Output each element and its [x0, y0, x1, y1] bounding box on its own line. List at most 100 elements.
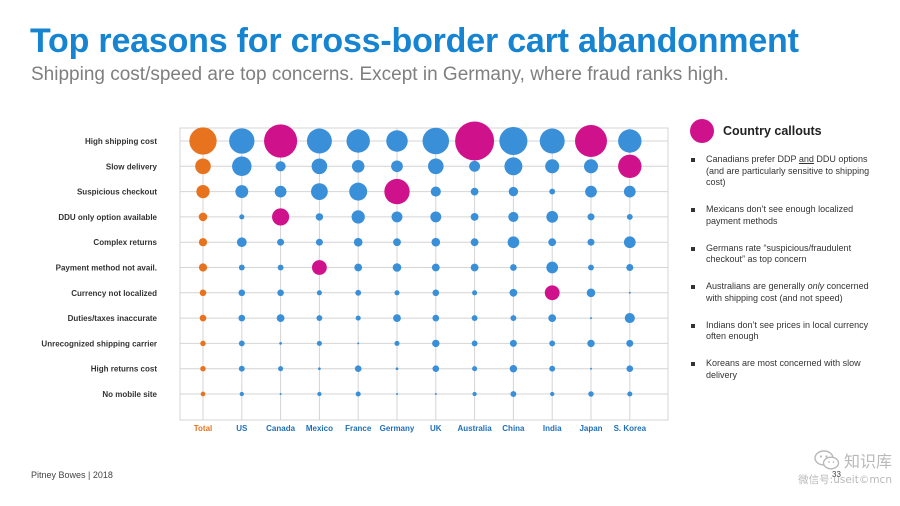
column-label-germany: Germany: [380, 424, 415, 433]
bubble-slow-delivery-uk: [428, 158, 444, 175]
bubble-no-mobile-site-china: [510, 391, 517, 397]
column-label-france: France: [345, 424, 372, 433]
row-label-unrecognized-shipping-carrier: Unrecognized shipping carrier: [41, 339, 157, 348]
bubble-suspicious-checkout-india: [549, 188, 556, 195]
bubble-payment-method-not-avail-china: [510, 264, 517, 271]
bubble-slow-delivery-france: [351, 160, 365, 173]
bubble-duties-taxes-inaccurate-australia: [471, 315, 478, 322]
bubble-suspicious-checkout-mexico: [311, 183, 328, 200]
bubble-high-returns-cost-mexico: [318, 367, 321, 371]
bubble-currency-not-localized-total: [199, 289, 207, 297]
bubble-unrecognized-shipping-carrier-mexico: [316, 340, 322, 346]
row-label-high-returns-cost: High returns cost: [91, 365, 158, 374]
column-label-total: Total: [194, 424, 213, 433]
bubble-high-shipping-cost-germany: [386, 130, 408, 152]
bubble-high-returns-cost-total: [200, 365, 206, 372]
column-label-australia: Australia: [457, 424, 492, 433]
bubble-high-returns-cost-canada: [278, 366, 284, 372]
bubble-slow-delivery-japan: [583, 159, 599, 174]
bubble-unrecognized-shipping-carrier-us: [238, 340, 245, 347]
column-label-us: US: [236, 424, 248, 433]
plot-area: [179, 127, 669, 421]
bubble-high-shipping-cost-s-korea: [618, 129, 642, 153]
bubble-ddu-only-option-available-china: [508, 211, 519, 222]
bubble-high-returns-cost-us: [238, 365, 245, 372]
row-label-payment-method-not-avail: Payment method not avail.: [56, 264, 157, 273]
bubble-suspicious-checkout-china: [508, 186, 519, 197]
bubble-high-returns-cost-s-korea: [626, 365, 634, 373]
bubble-high-shipping-cost-canada: [264, 124, 298, 158]
bubble-no-mobile-site-japan: [588, 391, 594, 397]
bubble-slow-delivery-australia: [469, 160, 481, 172]
bubble-high-returns-cost-france: [354, 365, 362, 373]
bubble-payment-method-not-avail-germany: [392, 263, 402, 272]
bubble-payment-method-not-avail-total: [198, 263, 208, 272]
callout-item-canada: Canadians prefer DDP and DDU options (an…: [690, 154, 880, 189]
row-label-slow-delivery: Slow delivery: [106, 162, 158, 171]
bubble-complex-returns-china: [507, 236, 520, 249]
bubble-high-returns-cost-germany: [395, 367, 399, 371]
bubble-slow-delivery-total: [195, 158, 211, 175]
bubble-high-shipping-cost-mexico: [306, 128, 332, 154]
bubble-no-mobile-site-uk: [434, 393, 437, 395]
bubble-slow-delivery-us: [232, 156, 252, 177]
bubble-suspicious-checkout-total: [196, 184, 210, 199]
bubble-duties-taxes-inaccurate-canada: [276, 314, 285, 322]
bubble-currency-not-localized-mexico: [316, 290, 322, 296]
bubble-unrecognized-shipping-carrier-s-korea: [626, 339, 634, 347]
bubble-suspicious-checkout-australia: [470, 187, 479, 196]
bubble-ddu-only-option-available-us: [239, 214, 245, 220]
bubble-high-shipping-cost-china: [499, 126, 528, 156]
country-callouts-panel: Country callouts Canadians prefer DDP an…: [690, 118, 880, 397]
page-title: Top reasons for cross-border cart abando…: [30, 22, 799, 60]
bubble-ddu-only-option-available-france: [351, 210, 365, 224]
bubble-slow-delivery-germany: [391, 160, 403, 173]
bubble-slow-delivery-india: [545, 159, 560, 174]
bubble-ddu-only-option-available-australia: [470, 213, 479, 221]
bubble-duties-taxes-inaccurate-total: [199, 314, 207, 322]
bubble-slow-delivery-mexico: [311, 158, 328, 175]
bubble-high-returns-cost-japan: [590, 367, 592, 370]
bubble-payment-method-not-avail-france: [354, 263, 363, 272]
watermark-id: 微信号:useit©mcn: [798, 474, 892, 486]
footer-source: Pitney Bowes | 2018: [31, 470, 113, 480]
bubble-currency-not-localized-australia: [472, 290, 478, 296]
bubble-currency-not-localized-s-korea: [628, 291, 631, 294]
bubble-complex-returns-mexico: [315, 238, 323, 246]
bubble-ddu-only-option-available-india: [546, 211, 559, 223]
bubble-suspicious-checkout-japan: [585, 185, 597, 198]
bubble-suspicious-checkout-canada: [274, 185, 287, 198]
bubble-payment-method-not-avail-canada: [277, 264, 284, 271]
bubble-duties-taxes-inaccurate-us: [238, 314, 246, 322]
bubble-suspicious-checkout-germany: [384, 178, 410, 205]
page-subtitle: Shipping cost/speed are top concerns. Ex…: [31, 64, 729, 85]
row-label-currency-not-localized: Currency not localized: [71, 289, 157, 298]
bubble-duties-taxes-inaccurate-germany: [393, 314, 401, 322]
column-label-china: China: [502, 424, 525, 433]
bubble-currency-not-localized-japan: [586, 288, 596, 298]
bubble-ddu-only-option-available-canada: [272, 208, 290, 226]
bubble-no-mobile-site-india: [550, 391, 555, 397]
column-label-canada: Canada: [266, 424, 295, 433]
bubble-unrecognized-shipping-carrier-india: [549, 340, 556, 347]
bubble-suspicious-checkout-us: [235, 185, 249, 199]
bubble-no-mobile-site-s-korea: [627, 391, 633, 397]
watermark-name: 知识库: [843, 452, 892, 471]
callout-item-india: Indians don’t see prices in local curren…: [690, 320, 880, 343]
bubble-duties-taxes-inaccurate-uk: [432, 314, 440, 322]
bubble-unrecognized-shipping-carrier-uk: [432, 339, 440, 348]
row-label-suspicious-checkout: Suspicious checkout: [77, 188, 157, 197]
bubble-complex-returns-total: [198, 238, 208, 247]
callout-item-germany: Germans rate “suspicious/fraudulent chec…: [690, 243, 880, 266]
row-label-ddu-only-option-available: DDU only option available: [58, 213, 157, 222]
column-label-uk: UK: [430, 424, 442, 433]
bubble-no-mobile-site-total: [200, 391, 206, 397]
bubble-currency-not-localized-france: [355, 289, 362, 296]
bubble-payment-method-not-avail-s-korea: [626, 263, 634, 272]
bubble-no-mobile-site-canada: [279, 393, 282, 395]
callout-item-korea: Koreans are most concerned with slow del…: [690, 358, 880, 381]
bubble-complex-returns-canada: [277, 238, 285, 246]
bubble-ddu-only-option-available-japan: [587, 213, 595, 221]
bubble-duties-taxes-inaccurate-india: [548, 314, 557, 322]
